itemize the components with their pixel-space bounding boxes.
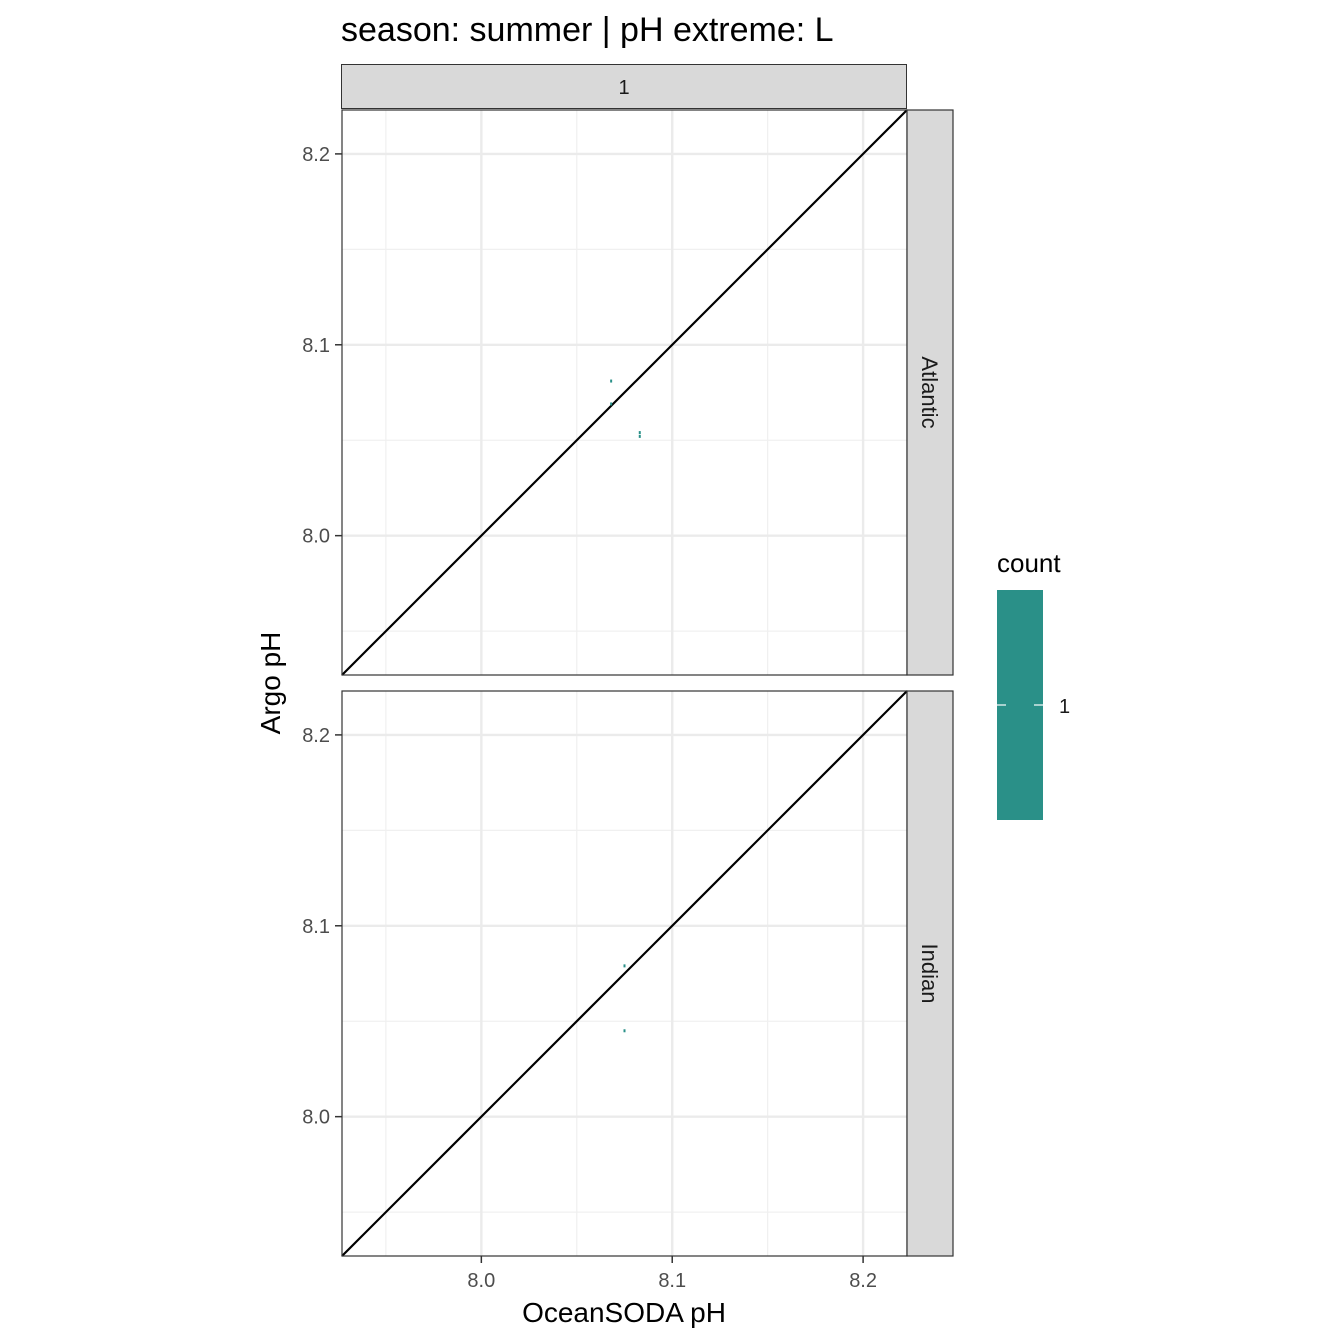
x-axis-title: OceanSODA pH — [522, 1297, 726, 1328]
identity-line — [341, 109, 908, 676]
y-axis-title: Argo pH — [255, 632, 286, 735]
column-strip-label: 1 — [618, 77, 629, 99]
heatmap-bin — [638, 431, 641, 435]
heatmap-bin — [610, 402, 613, 406]
y-tick-label: 8.1 — [302, 916, 330, 938]
y-tick-label: 8.0 — [302, 526, 330, 548]
legend-title: count — [997, 548, 1061, 578]
x-tick-label: 8.1 — [658, 1270, 686, 1292]
heatmap-bin — [623, 1029, 626, 1033]
row-strip-label: Indian — [917, 944, 942, 1004]
heatmap-bin — [638, 434, 641, 438]
panel-atlantic: 8.0 8.1 8.2 Atlantic — [302, 109, 954, 676]
legend: count 1 — [997, 548, 1070, 820]
heatmap-bin — [623, 964, 626, 968]
y-tick-label: 8.1 — [302, 335, 330, 357]
y-tick-label: 8.2 — [302, 725, 330, 747]
chart-title: season: summer | pH extreme: L — [341, 11, 834, 49]
row-strip — [906, 109, 954, 676]
row-strip-label: Atlantic — [917, 356, 942, 428]
column-strip — [341, 64, 907, 109]
legend-label: 1 — [1059, 696, 1070, 718]
x-tick-label: 8.0 — [467, 1270, 495, 1292]
x-tick-label: 8.2 — [849, 1270, 877, 1292]
y-tick-label: 8.2 — [302, 144, 330, 166]
row-strip — [906, 690, 954, 1257]
panel-indian: 8.0 8.1 8.2 Indian 8.0 8.1 8.2 — [302, 690, 954, 1292]
y-tick-label: 8.0 — [302, 1107, 330, 1129]
identity-line — [341, 690, 908, 1257]
heatmap-bin — [610, 379, 613, 383]
